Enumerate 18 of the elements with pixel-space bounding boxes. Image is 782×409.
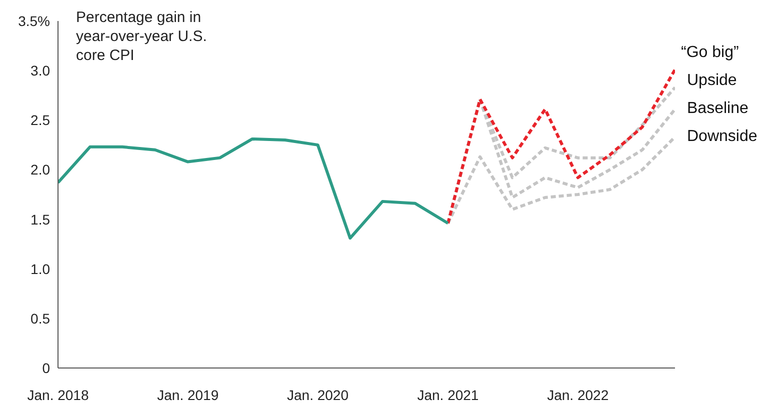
- x-tick-label: Jan. 2022: [547, 386, 609, 403]
- y-tick-label: 2.0: [30, 162, 50, 178]
- x-tick-label: Jan. 2018: [27, 386, 89, 403]
- x-tick-label: Jan. 2021: [417, 386, 479, 403]
- series-label: Downside: [687, 128, 758, 146]
- x-tick-label: Jan. 2020: [287, 386, 349, 403]
- series-label: Baseline: [687, 100, 748, 118]
- series-label: Upside: [687, 72, 737, 90]
- y-tick-label: 0: [42, 360, 50, 376]
- y-tick-label: 2.5: [30, 112, 50, 128]
- y-tick-label: 1.0: [30, 260, 50, 277]
- y-tick-label: 1.5: [30, 211, 50, 228]
- y-tick-label: 3.0: [30, 62, 50, 79]
- y-axis-title: Percentage gain in year-over-year U.S. core CPI: [76, 8, 208, 65]
- x-tick-label: Jan. 2019: [157, 386, 219, 403]
- y-tick-label: 3.5%: [18, 12, 50, 29]
- y-tick-label: 0.5: [30, 310, 50, 326]
- series-label: “Go big”: [681, 44, 739, 62]
